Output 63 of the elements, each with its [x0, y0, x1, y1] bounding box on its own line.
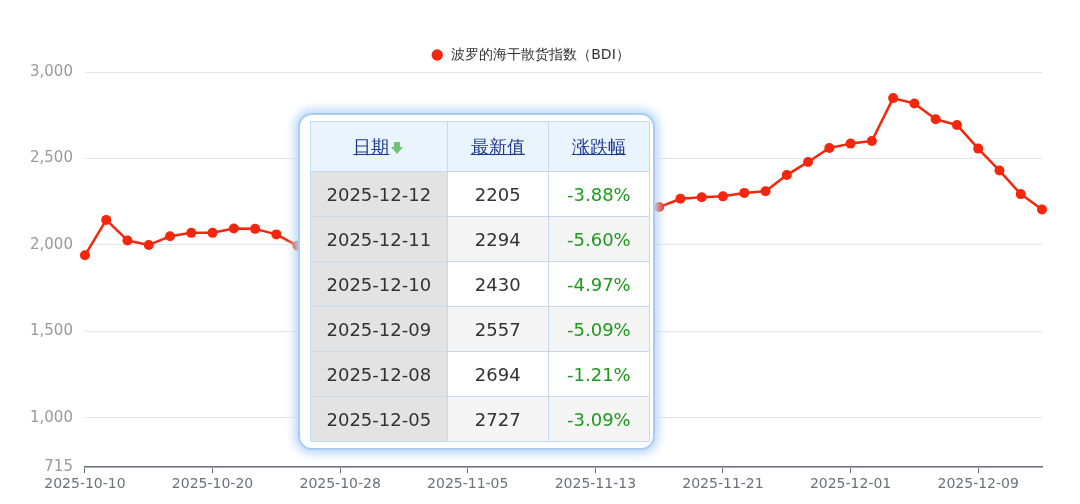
annotation: -3.09%	[567, 408, 631, 430]
point	[101, 214, 112, 225]
point	[781, 170, 792, 181]
x-tick-label: 2025-12-09	[937, 475, 1019, 492]
annotation: -3.88%	[567, 183, 631, 205]
annotation: -1.21%	[567, 363, 631, 385]
y-tick-label: 3,000	[29, 61, 73, 80]
point	[675, 193, 686, 204]
point	[994, 165, 1005, 176]
x-tick-label: 2025-10-28	[299, 475, 381, 492]
x-tick-label: 2025-11-13	[554, 475, 637, 492]
y-tick-label: 2,500	[29, 148, 73, 167]
point	[186, 227, 197, 238]
y-tick-label: 1,000	[29, 407, 73, 426]
point	[951, 119, 962, 130]
annotation: 2694	[474, 363, 521, 385]
point	[165, 231, 176, 242]
annotation: 2294	[474, 228, 521, 250]
annotation: -4.97%	[567, 273, 631, 295]
point	[973, 143, 984, 154]
y-tick-label: 1,500	[29, 321, 73, 340]
point	[143, 239, 154, 250]
annotation: 2205	[474, 183, 521, 205]
point	[79, 250, 90, 261]
annotation: 2025-12-05	[326, 408, 432, 430]
point	[1037, 204, 1047, 215]
point	[696, 192, 707, 203]
point	[250, 223, 261, 234]
point	[888, 93, 899, 104]
x-tick-label: 2025-10-20	[171, 475, 254, 492]
point	[909, 98, 920, 109]
point	[271, 229, 282, 240]
point	[717, 191, 728, 202]
legend-label: 波罗的海干散货指数（BDI）	[451, 45, 630, 62]
point	[1015, 189, 1026, 200]
annotation: 2025-12-10	[326, 273, 432, 295]
annotation: 日期	[353, 135, 390, 157]
point	[760, 186, 771, 197]
point	[654, 202, 665, 213]
x-tick-label: 2025-11-21	[682, 475, 764, 492]
point	[739, 187, 750, 198]
point	[845, 138, 856, 149]
y-tick-label: 715	[44, 457, 73, 476]
point	[866, 136, 877, 147]
point	[122, 235, 133, 246]
annotation: 2025-12-12	[326, 183, 432, 205]
x-tick-label: 2025-12-01	[809, 475, 892, 492]
point	[228, 223, 239, 234]
point	[930, 114, 941, 125]
annotation: 2025-12-11	[326, 228, 432, 250]
annotation: 2430	[474, 273, 521, 295]
annotation: 2727	[474, 408, 521, 430]
annotation: 2557	[474, 318, 521, 340]
x-tick-label: 2025-11-05	[427, 475, 509, 492]
annotation: 2025-12-09	[326, 318, 432, 340]
annotation: -5.09%	[567, 318, 631, 340]
annotation: -5.60%	[567, 228, 631, 250]
point	[207, 227, 218, 238]
annotation: 2025-12-08	[326, 363, 432, 385]
x-tick-label: 2025-10-10	[44, 475, 126, 492]
y-tick-label: 2,000	[29, 234, 73, 253]
point	[803, 156, 814, 167]
point	[824, 142, 835, 153]
